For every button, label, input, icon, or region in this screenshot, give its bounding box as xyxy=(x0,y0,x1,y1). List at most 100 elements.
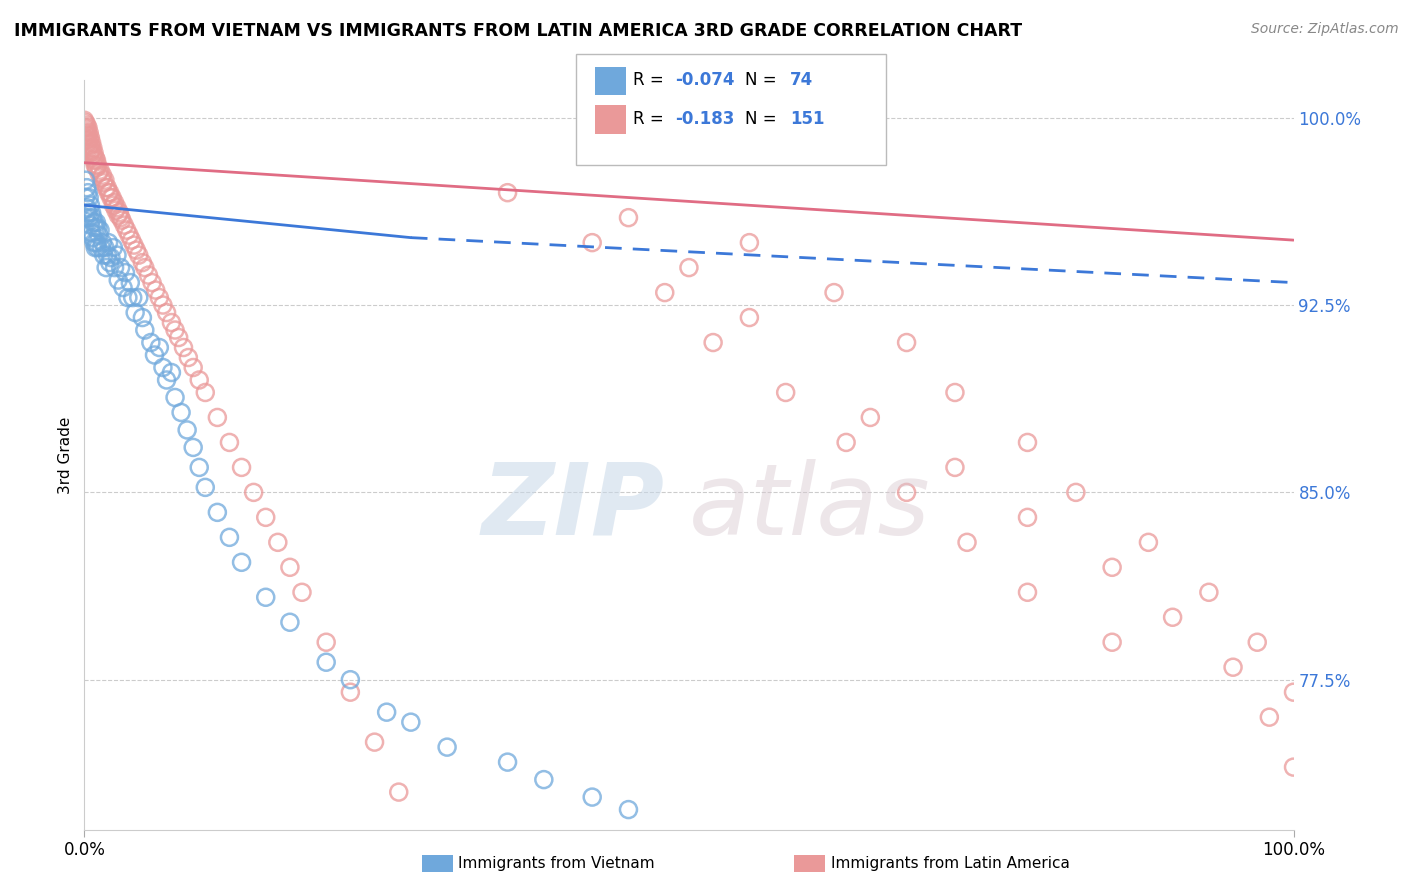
Text: R =: R = xyxy=(633,110,669,128)
Point xyxy=(363,735,385,749)
Point xyxy=(375,705,398,719)
Point xyxy=(173,341,195,355)
Point xyxy=(496,755,519,769)
Point xyxy=(91,168,114,182)
Point xyxy=(176,423,198,437)
Point xyxy=(84,151,107,165)
Point xyxy=(83,145,105,160)
Point xyxy=(86,161,108,175)
Point xyxy=(188,373,211,387)
Text: -0.074: -0.074 xyxy=(675,71,734,89)
Text: -0.183: -0.183 xyxy=(675,110,734,128)
Point xyxy=(90,170,112,185)
Point xyxy=(101,191,124,205)
Point xyxy=(167,330,190,344)
Point xyxy=(75,130,97,145)
Point xyxy=(702,335,724,350)
Point xyxy=(148,291,170,305)
Point xyxy=(231,555,253,569)
Point xyxy=(104,260,127,275)
Y-axis label: 3rd Grade: 3rd Grade xyxy=(58,417,73,493)
Point xyxy=(1222,660,1244,674)
Text: 151: 151 xyxy=(790,110,825,128)
Point xyxy=(121,291,143,305)
Point xyxy=(79,138,101,153)
Point xyxy=(128,291,150,305)
Point xyxy=(1282,760,1305,774)
Point xyxy=(194,480,217,494)
Point xyxy=(96,248,118,262)
Point xyxy=(107,208,129,222)
Point xyxy=(155,305,177,319)
Point xyxy=(75,116,97,130)
Point xyxy=(84,220,107,235)
Point xyxy=(97,186,120,200)
Point xyxy=(835,435,858,450)
Point xyxy=(170,405,193,419)
Point xyxy=(83,153,105,168)
Point xyxy=(80,205,103,219)
Point xyxy=(79,130,101,145)
Point xyxy=(77,141,100,155)
Point xyxy=(181,360,204,375)
Point xyxy=(91,235,114,250)
Point xyxy=(152,298,174,312)
Point xyxy=(155,373,177,387)
Point xyxy=(77,128,100,143)
Point xyxy=(1017,435,1039,450)
Point xyxy=(76,128,98,143)
Point xyxy=(315,635,337,649)
Point xyxy=(617,211,640,225)
Point xyxy=(738,235,761,250)
Point xyxy=(105,248,128,262)
Point xyxy=(678,260,700,275)
Point xyxy=(207,505,229,519)
Point xyxy=(76,123,98,137)
Point xyxy=(75,173,97,187)
Point xyxy=(120,276,142,290)
Point xyxy=(110,211,132,225)
Point xyxy=(79,218,101,232)
Point xyxy=(278,615,301,630)
Point xyxy=(77,211,100,225)
Point xyxy=(141,276,163,290)
Point xyxy=(1282,685,1305,699)
Point xyxy=(943,460,966,475)
Text: Immigrants from Vietnam: Immigrants from Vietnam xyxy=(458,856,655,871)
Point xyxy=(82,148,104,162)
Point xyxy=(254,591,277,605)
Point xyxy=(90,241,112,255)
Point xyxy=(207,410,229,425)
Point xyxy=(1064,485,1087,500)
Point xyxy=(94,241,117,255)
Point xyxy=(581,790,603,805)
Point xyxy=(152,360,174,375)
Point xyxy=(79,198,101,212)
Point xyxy=(160,316,183,330)
Point xyxy=(111,213,134,227)
Point xyxy=(278,560,301,574)
Point xyxy=(148,341,170,355)
Point xyxy=(896,335,918,350)
Point xyxy=(80,226,103,240)
Point xyxy=(112,218,135,232)
Point xyxy=(75,126,97,140)
Point xyxy=(80,143,103,157)
Point xyxy=(218,435,240,450)
Point xyxy=(80,136,103,150)
Point xyxy=(823,285,845,300)
Point xyxy=(231,460,253,475)
Point xyxy=(242,485,264,500)
Point xyxy=(125,243,148,257)
Point xyxy=(94,260,117,275)
Point xyxy=(943,385,966,400)
Point xyxy=(94,173,117,187)
Point xyxy=(118,228,141,243)
Point xyxy=(77,136,100,150)
Point xyxy=(188,460,211,475)
Point xyxy=(77,186,100,200)
Point xyxy=(75,191,97,205)
Point xyxy=(315,655,337,669)
Point xyxy=(496,186,519,200)
Point xyxy=(1101,635,1123,649)
